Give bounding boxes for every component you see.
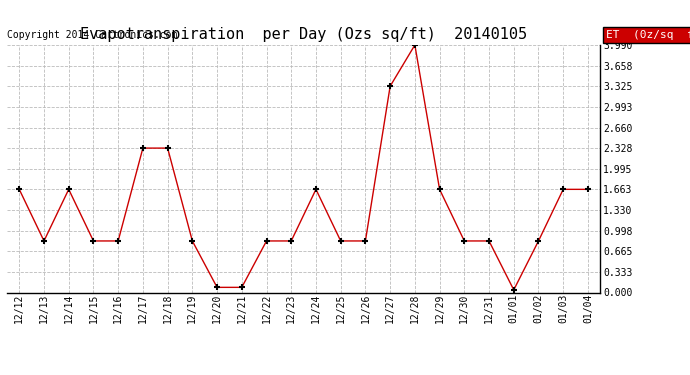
Title: Evapotranspiration  per Day (Ozs sq/ft)  20140105: Evapotranspiration per Day (Ozs sq/ft) 2… <box>80 27 527 42</box>
Text: ET  (0z/sq  ft): ET (0z/sq ft) <box>607 30 690 40</box>
Text: Copyright 2014 Cartronics.com: Copyright 2014 Cartronics.com <box>7 30 177 40</box>
